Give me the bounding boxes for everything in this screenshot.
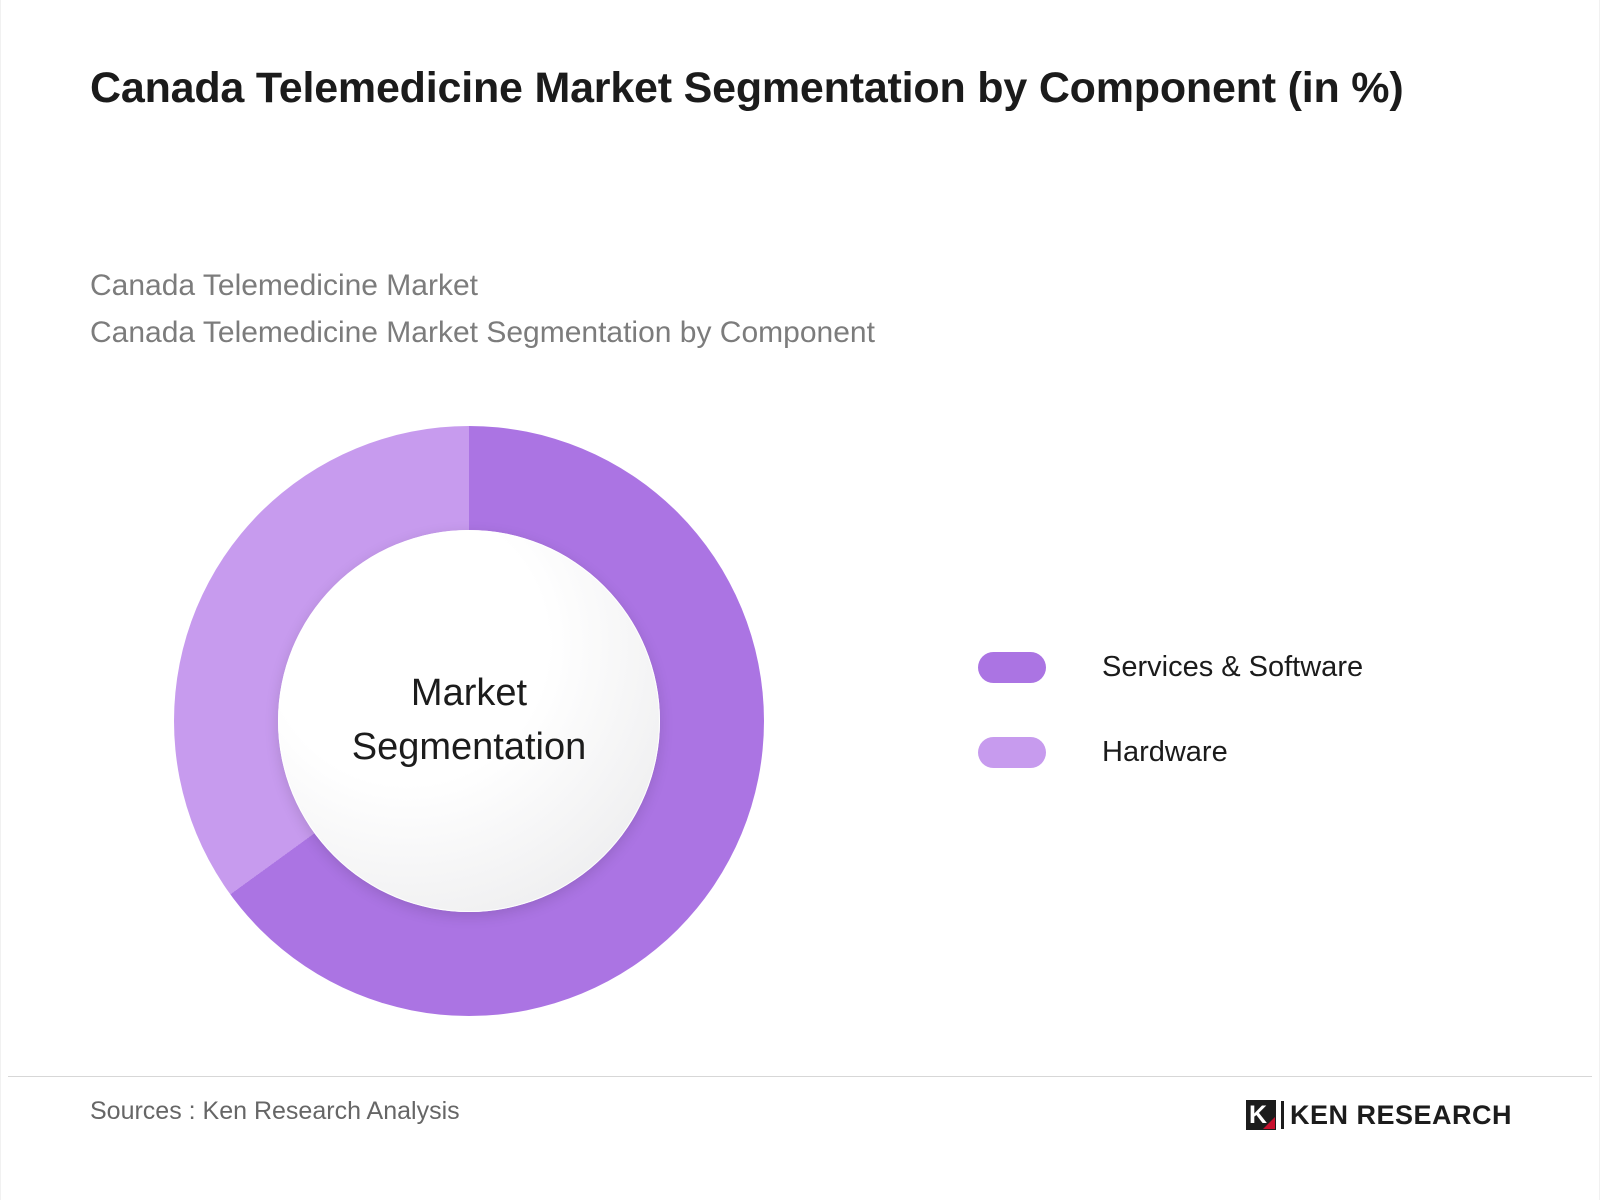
donut-center-label-line2: Segmentation <box>351 726 587 768</box>
legend-swatch-icon <box>978 737 1046 768</box>
legend-item-label: Hardware <box>1102 736 1228 768</box>
subtitle-line-1: Canada Telemedicine Market <box>90 269 478 302</box>
sources-note: Sources : Ken Research Analysis <box>90 1097 460 1125</box>
chart-legend: Services & Software Hardware <box>978 625 1498 795</box>
legend-item[interactable]: Services & Software <box>978 625 1498 710</box>
footer-divider <box>8 1076 1592 1077</box>
k-monogram-icon: K <box>1245 1100 1276 1130</box>
donut-center-label-line1: Market <box>410 672 528 715</box>
logo-separator-bar <box>1280 1101 1284 1129</box>
donut-center-disc: Market Segmentation <box>278 530 660 912</box>
donut-chart: Market Segmentation <box>174 426 764 1016</box>
ken-research-logo: K KEN RESEARCH <box>1245 1098 1512 1132</box>
k-monogram-letter: K <box>1248 1101 1268 1129</box>
k-monogram-accent <box>1262 1117 1275 1129</box>
logo-wordmark: KEN RESEARCH <box>1289 1099 1512 1130</box>
page-frame-left <box>0 0 1 1200</box>
page-title: Canada Telemedicine Market Segmentation … <box>90 64 1404 112</box>
subtitle-block: Canada Telemedicine Market Canada Teleme… <box>90 262 1290 356</box>
legend-item-label: Services & Software <box>1102 651 1364 683</box>
legend-swatch-icon <box>978 652 1046 683</box>
legend-item[interactable]: Hardware <box>978 710 1498 795</box>
subtitle-line-2: Canada Telemedicine Market Segmentation … <box>90 316 875 350</box>
